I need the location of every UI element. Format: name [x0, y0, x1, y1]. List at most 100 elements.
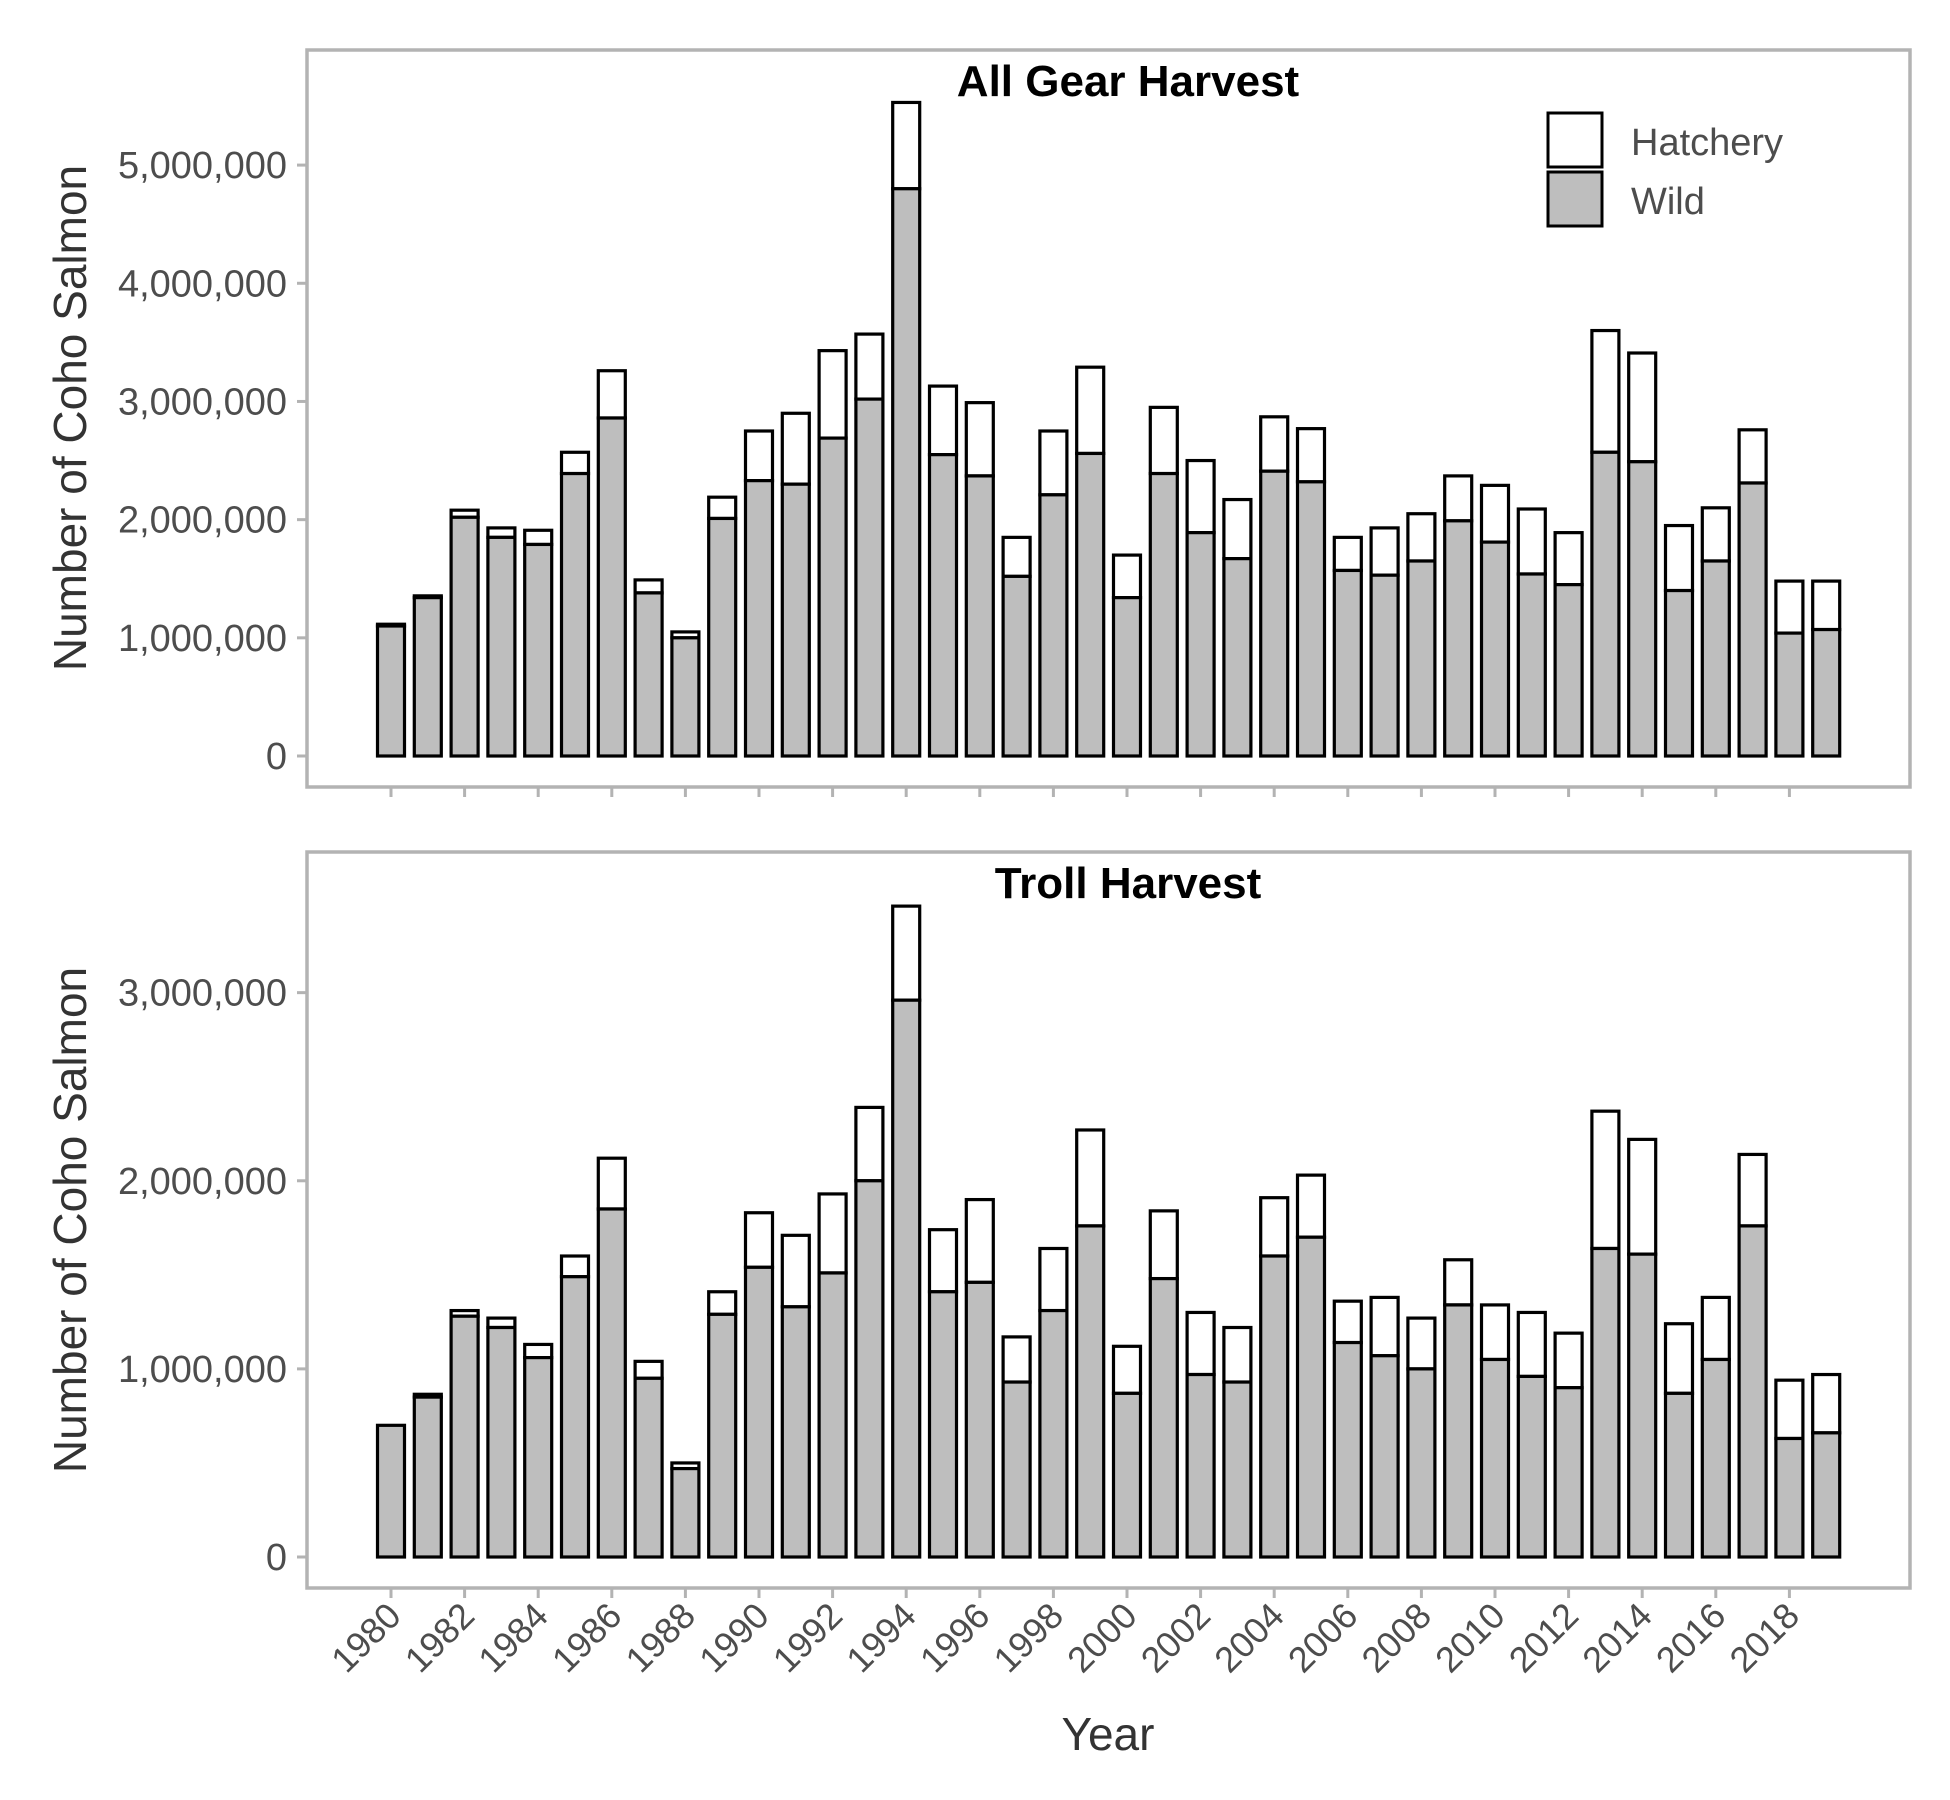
bar-wild-1987 [633, 1376, 664, 1559]
bar-hatchery-2003 [1222, 497, 1253, 561]
legend-hatchery-swatch [1546, 111, 1604, 169]
bar-hatchery-2002 [1185, 458, 1216, 535]
bar-wild-2017 [1737, 1224, 1768, 1559]
y-tick-label: 2,000,000 [118, 500, 287, 542]
bar-wild-2008 [1406, 1367, 1437, 1559]
bar-hatchery-2011 [1516, 1310, 1547, 1379]
bar-hatchery-2013 [1590, 328, 1621, 454]
bar-wild-1986 [596, 1207, 627, 1559]
bar-wild-2016 [1700, 559, 1731, 758]
bar-wild-2004 [1259, 469, 1290, 758]
bar-hatchery-1989 [707, 1290, 738, 1316]
x-tick-label: 2008 [1353, 1595, 1439, 1681]
x-tick-label: 1996 [912, 1595, 998, 1681]
bar-hatchery-2010 [1479, 1303, 1511, 1362]
bar-wild-2011 [1516, 572, 1547, 758]
bar-wild-2010 [1479, 540, 1511, 758]
bar-wild-1994 [891, 187, 922, 758]
bar-wild-1982 [449, 1314, 480, 1559]
bar-wild-2010 [1479, 1357, 1511, 1559]
bar-hatchery-2013 [1590, 1109, 1621, 1251]
troll-x-axis-ticks: 1980198219841986198819901992199419961998… [323, 1588, 1807, 1680]
bar-wild-1998 [1038, 1308, 1069, 1559]
bar-wild-2014 [1627, 1252, 1658, 1559]
all-gear-bars [375, 100, 1842, 758]
bar-hatchery-1998 [1038, 1246, 1069, 1313]
troll-panel: Troll Harvest 0 1,000,000 2,000,000 3,000,0… [118, 850, 1912, 1680]
bar-hatchery-2000 [1111, 1344, 1143, 1395]
bar-wild-2000 [1111, 1391, 1143, 1559]
bar-wild-2016 [1700, 1357, 1731, 1559]
bar-wild-1997 [1001, 1380, 1032, 1559]
bar-hatchery-1991 [780, 411, 811, 486]
bar-wild-1987 [633, 591, 664, 758]
bar-hatchery-2006 [1332, 1299, 1363, 1345]
bar-hatchery-1994 [891, 100, 922, 191]
x-tick-label: 1990 [691, 1595, 777, 1681]
legend-hatchery-label: Hatchery [1631, 122, 1783, 164]
bar-hatchery-1999 [1075, 1128, 1106, 1228]
bar-hatchery-2008 [1406, 1316, 1437, 1371]
bar-hatchery-1984 [523, 1342, 554, 1360]
bar-wild-2013 [1590, 450, 1621, 758]
bar-wild-2005 [1295, 480, 1327, 758]
bar-hatchery-2004 [1259, 415, 1290, 473]
bar-wild-1993 [854, 397, 885, 758]
bar-wild-1988 [670, 636, 701, 758]
bar-wild-2002 [1185, 531, 1216, 758]
bar-wild-2017 [1737, 481, 1768, 758]
x-tick-label: 2002 [1133, 1595, 1219, 1681]
troll-title: Troll Harvest [995, 859, 1262, 908]
bar-hatchery-1986 [596, 369, 627, 420]
bar-hatchery-1992 [817, 349, 848, 440]
y-axis-title-top: Number of Coho Salmon [44, 165, 96, 671]
bar-wild-1995 [927, 453, 959, 758]
x-tick-label: 2016 [1648, 1595, 1734, 1681]
x-tick-label: 1994 [838, 1595, 924, 1681]
bar-wild-2007 [1369, 573, 1400, 758]
bar-wild-2008 [1406, 559, 1437, 758]
bar-hatchery-1985 [559, 1254, 591, 1279]
bar-hatchery-1993 [854, 332, 885, 401]
y-tick-label: 3,000,000 [118, 973, 287, 1015]
bar-wild-2001 [1148, 471, 1179, 758]
bar-hatchery-1993 [854, 1105, 885, 1183]
bar-wild-1999 [1075, 451, 1106, 758]
bar-wild-2009 [1443, 519, 1474, 758]
bar-wild-2001 [1148, 1276, 1179, 1559]
x-tick-label: 1998 [985, 1595, 1071, 1681]
y-tick-label: 4,000,000 [118, 263, 287, 305]
bar-wild-1994 [891, 998, 922, 1559]
bar-hatchery-1995 [927, 384, 959, 457]
all-gear-panel: All Gear Harvest 0 1,000,000 2,000,000 3,00… [118, 48, 1912, 797]
bar-hatchery-2012 [1553, 1331, 1584, 1390]
bar-hatchery-2009 [1443, 474, 1474, 523]
y-tick-label: 3,000,000 [118, 381, 287, 423]
bar-wild-2007 [1369, 1354, 1400, 1559]
y-tick-label: 5,000,000 [118, 145, 287, 187]
legend: Hatchery Wild [1546, 111, 1783, 228]
bar-hatchery-2009 [1443, 1258, 1474, 1307]
bar-wild-1992 [817, 1271, 848, 1559]
bar-wild-2003 [1222, 1380, 1253, 1559]
bar-wild-1997 [1001, 574, 1032, 758]
bar-wild-2015 [1663, 588, 1695, 758]
bar-hatchery-2004 [1259, 1196, 1290, 1258]
bar-wild-1993 [854, 1179, 885, 1559]
bar-hatchery-1997 [1001, 1335, 1032, 1384]
x-axis-title: Year [1062, 1708, 1155, 1760]
bar-wild-2011 [1516, 1374, 1547, 1559]
y-tick-label: 2,000,000 [118, 1161, 287, 1203]
bar-wild-1990 [743, 479, 775, 758]
bar-hatchery-2007 [1369, 526, 1400, 577]
bar-wild-1986 [596, 416, 627, 758]
bar-hatchery-2005 [1295, 427, 1327, 484]
bar-wild-1992 [817, 436, 848, 758]
bar-wild-2012 [1553, 1386, 1584, 1559]
bar-hatchery-1996 [964, 1197, 995, 1284]
bar-wild-1991 [780, 482, 811, 758]
bar-hatchery-2019 [1811, 579, 1842, 632]
bar-hatchery-1998 [1038, 429, 1069, 497]
bar-wild-2009 [1443, 1303, 1474, 1559]
bar-wild-1981 [412, 596, 443, 758]
